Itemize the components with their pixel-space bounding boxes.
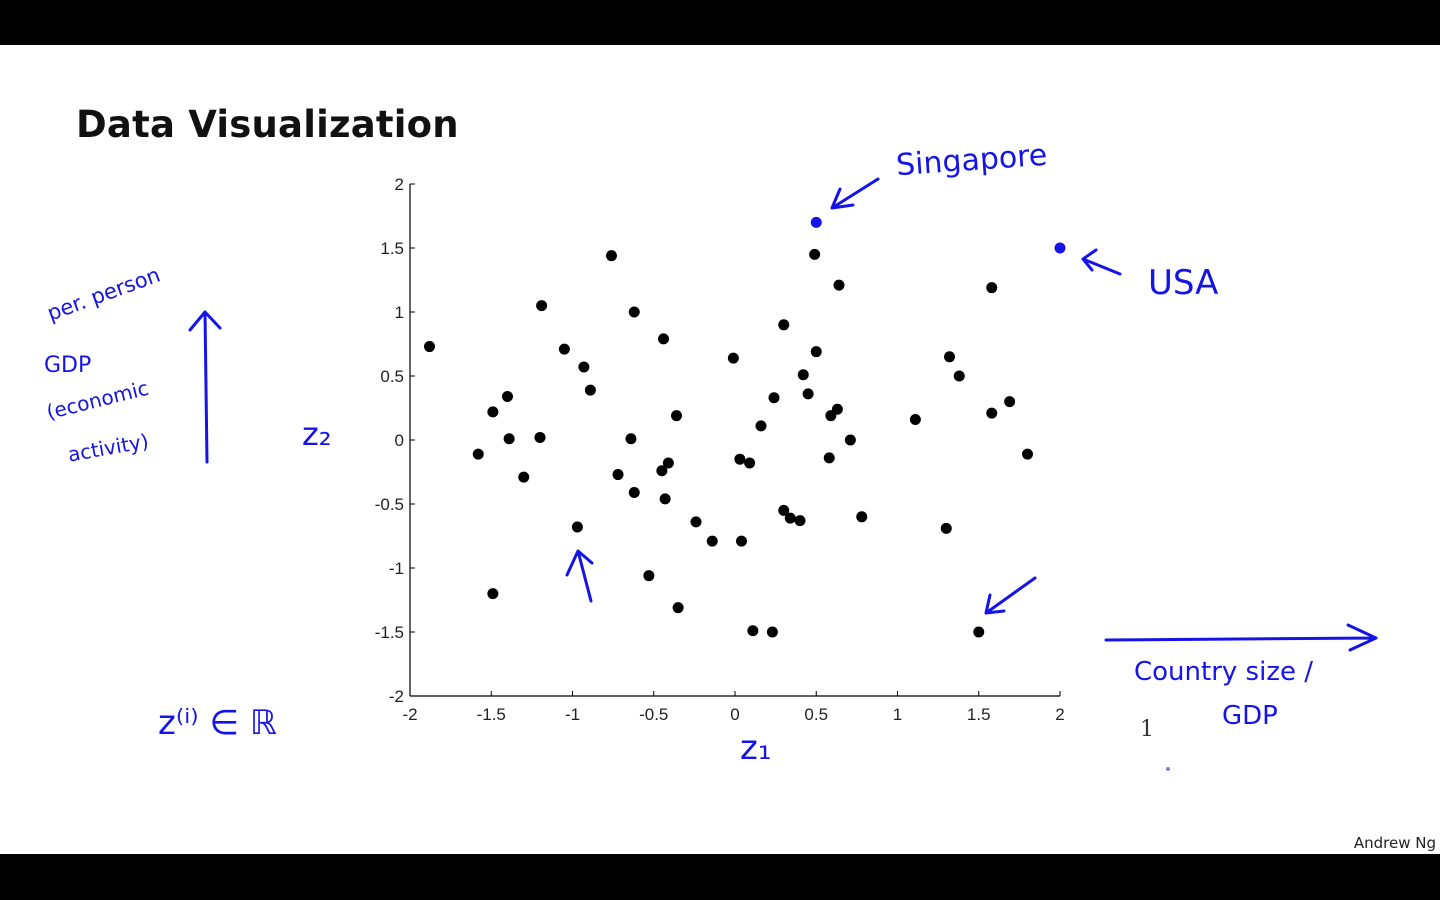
x-tick-label: -2 — [402, 705, 417, 724]
data-point — [744, 457, 756, 469]
x-axis-arrow — [1104, 623, 1378, 652]
slide: Data Visualization -2 -1.5 -1 -0.5 0 0.5 1 1.5 2… — [0, 45, 1440, 854]
data-point — [672, 602, 684, 614]
data-point — [558, 343, 570, 355]
data-point — [606, 250, 617, 262]
data-point — [833, 279, 845, 291]
stray-text: 1 — [1140, 717, 1154, 742]
z1-label: z₁ — [740, 728, 772, 768]
data-point — [584, 384, 596, 396]
data-point — [810, 346, 822, 358]
data-point — [766, 626, 778, 638]
data-point — [643, 570, 655, 582]
data-point — [953, 370, 965, 382]
data-point — [578, 361, 590, 373]
data-point — [662, 457, 674, 469]
data-point — [986, 282, 998, 294]
data-point — [628, 306, 640, 318]
data-points — [424, 248, 1033, 638]
y-tick-label: 0 — [395, 431, 404, 450]
data-point — [658, 333, 669, 345]
data-point — [671, 410, 682, 422]
data-point — [909, 414, 921, 426]
point-up-arrow — [565, 549, 594, 603]
x-tick-label: -1.5 — [477, 705, 506, 724]
data-point — [768, 392, 780, 404]
data-point — [659, 493, 671, 505]
data-point — [534, 431, 546, 443]
data-point — [536, 300, 548, 312]
y-tick-label: -2 — [389, 687, 404, 706]
data-point — [809, 248, 821, 260]
y-tick-label: -1 — [389, 559, 404, 578]
y-tick-label: 2 — [395, 175, 404, 194]
data-point — [1004, 396, 1016, 408]
z-definition: z⁽ⁱ⁾ ∈ ℝ — [158, 703, 277, 743]
x-tick-label: -1 — [565, 705, 580, 724]
x-tick-label: 0 — [730, 705, 739, 724]
y-tick-label: -1.5 — [375, 623, 404, 642]
data-point — [797, 369, 809, 381]
y-tick-label: -0.5 — [375, 495, 404, 514]
data-point — [778, 319, 790, 331]
x-note-line2: GDP — [1222, 701, 1278, 731]
data-point — [503, 433, 515, 445]
y-axis-arrow — [188, 310, 222, 464]
data-point — [755, 420, 767, 432]
data-point — [734, 453, 746, 465]
x-tick-label: 0.5 — [804, 705, 828, 724]
usa-arrow — [1081, 248, 1122, 276]
author-credit: Andrew Ng — [1353, 834, 1436, 852]
data-point — [986, 407, 998, 419]
data-point — [802, 388, 814, 400]
highlighted-points — [810, 216, 1066, 254]
data-point — [844, 434, 856, 446]
usa-annotation: USA — [1148, 263, 1219, 303]
data-point — [487, 588, 499, 600]
data-point — [1022, 448, 1033, 460]
data-point — [571, 521, 583, 533]
data-point — [727, 352, 739, 364]
data-point — [518, 471, 530, 483]
data-point — [628, 486, 640, 498]
x-tick-label: 1 — [893, 705, 902, 724]
data-point — [747, 625, 759, 637]
x-tick-label: 2 — [1055, 705, 1064, 724]
data-point — [690, 516, 702, 528]
data-point — [973, 626, 985, 638]
data-point — [856, 511, 868, 523]
stray-dot — [1166, 767, 1170, 771]
data-point — [502, 390, 513, 402]
point-down-arrow — [984, 576, 1037, 615]
data-point — [625, 433, 637, 445]
z2-label: z₂ — [302, 415, 332, 453]
data-point — [656, 465, 668, 477]
data-point — [706, 535, 718, 547]
tick-labels: -2 -1.5 -1 -0.5 0 0.5 1 1.5 2 2 1.5 1 0.5 0 -0.5 -1 -1.5… — [375, 175, 1065, 724]
highlighted-point-singapore — [810, 216, 822, 228]
scatter-plot: -2 -1.5 -1 -0.5 0 0.5 1 1.5 2 2 1.5 1 0.5 0 -0.5 -1 -1.5… — [188, 175, 1378, 724]
data-point — [487, 406, 499, 418]
y-tick-label: 0.5 — [380, 367, 404, 386]
x-tick-label: -0.5 — [639, 705, 668, 724]
y-tick-label: 1.5 — [380, 239, 404, 258]
data-point — [424, 341, 435, 353]
highlighted-point-usa — [1054, 242, 1066, 254]
singapore-arrow — [830, 177, 880, 210]
data-point — [944, 351, 955, 363]
data-point — [823, 452, 835, 464]
data-point — [940, 522, 952, 534]
data-point — [472, 448, 484, 460]
slide-title: Data Visualization — [76, 103, 459, 143]
data-point — [794, 515, 806, 527]
y-note-line2: GDP — [44, 353, 92, 378]
data-point — [612, 469, 624, 481]
x-note-line1: Country size / — [1134, 657, 1313, 687]
data-point — [736, 535, 747, 547]
x-tick-label: 1.5 — [967, 705, 991, 724]
data-point — [778, 504, 790, 516]
data-point — [831, 403, 843, 415]
data-point — [784, 512, 796, 524]
y-tick-label: 1 — [395, 303, 404, 322]
